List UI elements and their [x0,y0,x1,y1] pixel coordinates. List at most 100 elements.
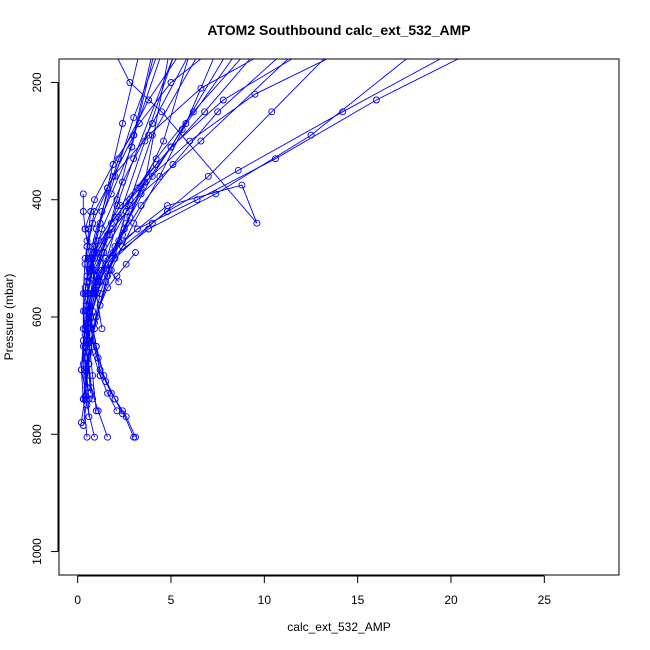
plot-frame [58,58,620,576]
data-point [85,413,93,421]
data-point [83,237,91,245]
data-point [119,120,126,127]
data-point [85,225,93,233]
series-line [94,59,197,329]
data-point [91,196,98,204]
x-tick-label: 25 [538,593,552,607]
data-point [130,155,138,163]
data-point [83,372,91,380]
data-point [212,190,220,198]
y-tick-label: 400 [30,189,44,209]
data-point [339,108,347,116]
data-point [87,208,95,215]
x-tick-label: 15 [351,593,365,607]
data-point [100,249,108,256]
data-point [77,366,85,374]
data-point [89,243,97,251]
data-point [197,84,205,92]
series-26 [81,59,202,286]
data-point [119,243,126,251]
series-line [84,59,202,283]
data-point [253,219,261,227]
y-tick-label: 200 [30,72,44,92]
data-point [119,410,126,418]
data-point [107,225,115,233]
data-point [163,208,171,215]
data-point [122,260,130,268]
data-point [79,190,87,198]
series-line [84,59,139,282]
data-point [372,96,380,104]
data-point [113,196,121,204]
data-point [135,120,143,127]
data-point [169,161,177,168]
data-point [100,237,108,245]
data-point [148,120,156,127]
series-21 [87,59,174,321]
data-point [119,178,126,186]
data-point [113,407,121,415]
data-point [126,202,134,210]
data-point [79,290,87,297]
data-point [268,108,276,116]
data-point [79,342,87,350]
y-tick-label: 600 [30,307,44,327]
data-point [91,433,98,441]
data-point [96,372,104,380]
data-point [141,178,149,186]
data-point [137,202,145,210]
data-point [91,325,98,333]
data-point [214,108,222,116]
series-line [86,59,225,417]
data-point [77,419,85,426]
data-point [201,108,209,116]
data-point [251,90,259,98]
series-28 [83,59,225,421]
data-point [79,208,87,215]
series-line [90,59,174,318]
data-point [145,96,153,104]
data-point [133,225,141,233]
chart-title: ATOM2 Southbound calc_ext_532_AMP [207,22,470,38]
y-tick-label: 1000 [30,538,44,565]
data-point [130,114,138,122]
data-point [132,433,139,441]
data-point [100,372,108,380]
data-point [107,389,115,397]
data-point [105,266,113,274]
data-point [98,325,106,333]
data-point [98,225,106,233]
data-point [111,172,119,180]
data-point [83,278,91,286]
y-tick-label: 800 [30,424,44,444]
data-point [122,208,130,215]
data-point [148,131,156,139]
data-point [148,219,156,227]
data-point [145,131,153,139]
data-point [92,237,100,245]
data-point [104,389,111,397]
series-line [82,59,152,278]
data-point [160,137,167,145]
data-point [111,395,119,403]
series-line [86,59,442,394]
series-line [80,59,173,426]
data-point [87,266,95,274]
x-tick-label: 0 [74,593,81,607]
data-point [234,166,242,174]
data-point [92,407,100,415]
series-line [84,59,408,400]
data-point [94,407,102,415]
data-point [126,79,134,86]
data-point [83,331,91,339]
data-point [89,395,97,403]
data-point [96,301,104,309]
data-point [130,219,138,227]
data-point [204,172,212,180]
data-point [83,401,91,409]
series-25 [83,59,177,286]
series-line [82,59,289,388]
series-line [86,59,177,282]
data-point [81,225,89,233]
